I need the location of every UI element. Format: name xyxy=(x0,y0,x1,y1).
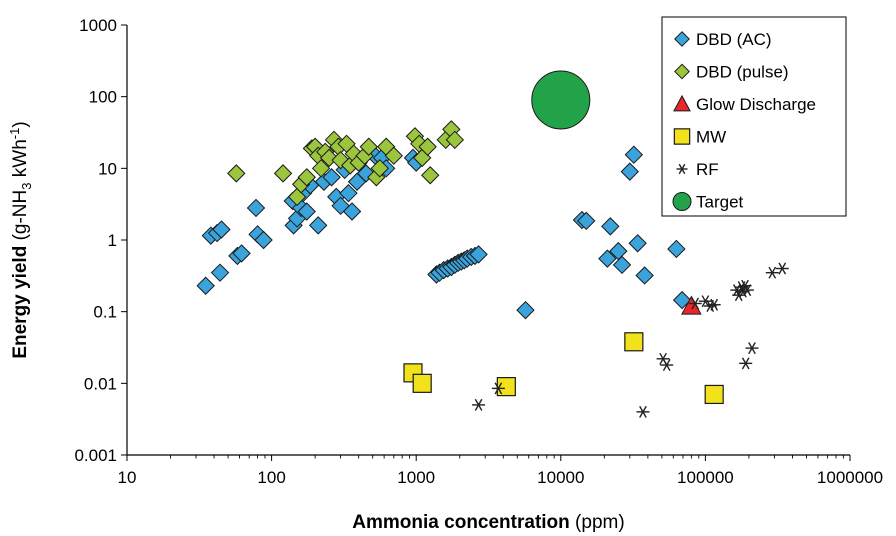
x-tick-label: 1000 xyxy=(397,468,435,487)
point-dbd-pulse xyxy=(273,164,293,183)
point-dbd-pulse xyxy=(227,164,246,183)
x-axis-title-unit: (ppm) xyxy=(570,512,625,533)
point-rf xyxy=(775,262,789,275)
point-dbd-pulse xyxy=(421,166,440,185)
point-rf xyxy=(660,359,674,372)
point-dbd-ac xyxy=(612,255,632,275)
point-dbd-ac xyxy=(212,220,231,239)
point-dbd-ac xyxy=(339,183,358,203)
x-tick-label: 1000000 xyxy=(817,468,883,487)
data-points xyxy=(196,70,789,418)
point-dbd-pulse xyxy=(311,159,331,178)
point-rf xyxy=(636,405,650,418)
ticks: 10 100 1000 10000 100000 1000000 0.001 0.01 0.1 1… xyxy=(74,16,883,487)
y-tick-label: 0.01 xyxy=(84,374,117,393)
legend-marker-dbd-ac xyxy=(674,31,690,47)
point-dbd-pulse xyxy=(445,130,465,150)
point-dbd-ac xyxy=(232,244,251,263)
point-rf xyxy=(739,357,753,370)
point-dbd-ac xyxy=(254,230,273,250)
point-rf xyxy=(707,298,721,311)
legend-marker-mw xyxy=(673,128,691,145)
point-dbd-ac xyxy=(246,198,266,218)
point-dbd-ac xyxy=(628,234,647,253)
point-dbd-ac xyxy=(210,263,230,282)
y-tick-label: 100 xyxy=(89,88,117,107)
legend-box xyxy=(661,16,847,217)
legend: DBD (AC) DBD (pulse) Glow Discharge MW RF Tar… xyxy=(661,16,847,217)
point-dbd-ac xyxy=(620,162,639,181)
x-axis-title-main: Ammonia concentration xyxy=(352,512,569,533)
point-dbd-ac xyxy=(196,276,215,295)
x-tick-label: 10000 xyxy=(537,468,584,487)
series-mw xyxy=(403,332,724,405)
point-dbd-ac xyxy=(667,239,686,259)
point-mw xyxy=(704,384,724,405)
point-dbd-ac xyxy=(342,202,362,221)
legend-marker-rf xyxy=(676,163,688,175)
y-axis-title-superscript: -1 xyxy=(7,128,22,140)
y-axis-title-subscript: 3 xyxy=(19,182,34,189)
point-dbd-pulse xyxy=(297,168,316,187)
point-dbd-ac xyxy=(297,202,316,221)
x-tick-label: 100000 xyxy=(677,468,734,487)
x-axis-title: Ammonia concentration (ppm) xyxy=(352,512,624,533)
x-tick-label: 100 xyxy=(257,468,285,487)
legend-label-dbd-ac: DBD (AC) xyxy=(696,30,772,49)
legend-label-rf: RF xyxy=(696,160,719,179)
point-dbd-ac xyxy=(322,168,341,187)
point-dbd-ac xyxy=(672,290,692,310)
y-tick-label: 1 xyxy=(108,231,117,250)
y-axis-title-unit-b: kWh xyxy=(10,139,31,182)
y-axis-title: Energy yield (g-NH3 kWh-1) xyxy=(7,121,34,358)
series-dbd-ac xyxy=(196,145,692,320)
legend-label-target: Target xyxy=(696,193,744,212)
point-dbd-ac xyxy=(601,217,620,236)
point-dbd-pulse xyxy=(384,146,404,165)
point-dbd-ac xyxy=(624,145,644,164)
y-tick-label: 0.001 xyxy=(74,446,117,465)
point-rf xyxy=(740,284,754,297)
legend-label-mw: MW xyxy=(696,128,726,147)
point-dbd-pulse xyxy=(370,159,389,178)
point-dbd-ac xyxy=(577,211,596,231)
point-rf xyxy=(472,398,486,411)
point-target xyxy=(531,70,591,130)
legend-marker-glow-discharge xyxy=(673,94,691,112)
series-target xyxy=(531,70,591,130)
legend-label-glow-discharge: Glow Discharge xyxy=(696,95,816,114)
point-mw xyxy=(412,373,432,393)
series-rf xyxy=(472,262,789,418)
point-rf xyxy=(698,295,712,308)
legend-marker-dbd-pulse xyxy=(674,63,690,80)
point-dbd-ac xyxy=(308,216,328,235)
point-dbd-ac xyxy=(516,300,535,320)
point-dbd-ac xyxy=(598,249,617,268)
y-axis-title-main: Energy yield xyxy=(10,246,31,359)
series-dbd-pulse xyxy=(227,120,465,207)
legend-label-dbd-pulse: DBD (pulse) xyxy=(696,63,789,82)
y-axis-title-unit-c: ) xyxy=(10,121,31,127)
point-dbd-pulse xyxy=(359,137,378,156)
point-dbd-ac xyxy=(469,245,488,264)
point-rf xyxy=(688,297,702,310)
point-dbd-ac xyxy=(635,266,654,285)
point-rf xyxy=(736,285,750,298)
point-mw xyxy=(624,332,644,352)
y-tick-label: 1000 xyxy=(79,16,117,35)
y-tick-label: 10 xyxy=(98,159,117,178)
x-tick-label: 10 xyxy=(118,468,137,487)
y-tick-label: 0.1 xyxy=(93,303,117,322)
point-rf xyxy=(491,382,505,395)
point-rf xyxy=(745,342,759,355)
point-rf xyxy=(765,266,779,279)
point-dbd-pulse xyxy=(418,137,437,156)
legend-marker-target xyxy=(672,192,692,211)
y-axis-title-unit-a: (g-NH xyxy=(10,190,31,246)
